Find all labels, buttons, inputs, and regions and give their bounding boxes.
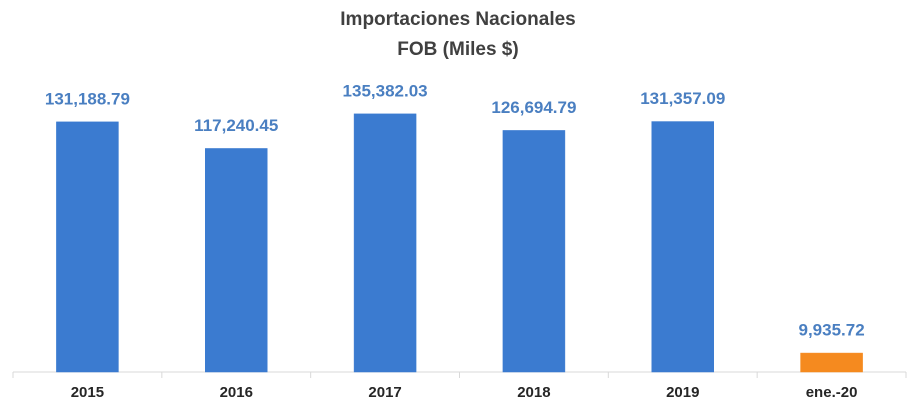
- x-tick-label: 2016: [220, 384, 253, 401]
- data-label: 135,382.03: [343, 81, 428, 100]
- x-tick-label: 2015: [71, 384, 104, 401]
- x-tick-label: 2017: [368, 384, 401, 401]
- x-tick-label: 2018: [517, 384, 550, 401]
- bar: [502, 130, 566, 373]
- data-label: 9,935.72: [798, 321, 864, 340]
- data-label: 131,357.09: [640, 89, 725, 108]
- bar: [800, 352, 863, 373]
- data-label: 131,188.79: [45, 89, 130, 108]
- data-label: 126,694.79: [491, 98, 576, 117]
- x-tick-label: ene.-20: [806, 384, 858, 401]
- x-tick-label: 2019: [666, 384, 699, 401]
- bar: [205, 148, 268, 373]
- data-label: 117,240.45: [194, 116, 278, 135]
- bar: [651, 121, 714, 373]
- chart-title: Importaciones Nacionales: [340, 9, 575, 30]
- bar: [56, 121, 119, 373]
- chart-subtitle: FOB (Miles $): [397, 39, 518, 60]
- bar: [353, 113, 417, 373]
